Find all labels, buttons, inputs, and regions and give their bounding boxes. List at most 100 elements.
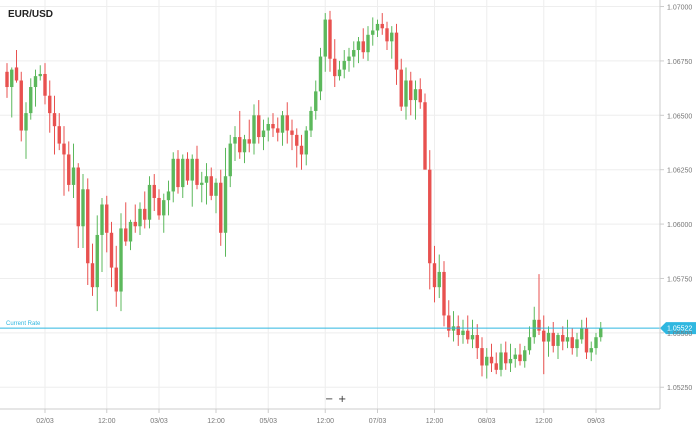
- candle: [276, 117, 280, 142]
- candle-body: [380, 23, 384, 29]
- candle-body: [171, 158, 175, 192]
- candle-body: [119, 228, 123, 292]
- candle: [52, 95, 57, 155]
- candle: [238, 110, 242, 159]
- candle-body: [233, 137, 237, 144]
- candle: [190, 154, 194, 207]
- candle-body: [428, 169, 432, 264]
- candle-body: [62, 143, 66, 155]
- zoom-controls: − +: [325, 394, 346, 405]
- candle: [575, 332, 579, 357]
- candle: [152, 174, 156, 212]
- candle: [347, 47, 351, 72]
- candle-body: [280, 115, 285, 133]
- candle-body: [52, 113, 57, 127]
- x-tick-label: 12:00: [426, 418, 444, 425]
- zoom-in-button[interactable]: +: [338, 394, 346, 405]
- candle: [475, 324, 479, 359]
- candle-body: [157, 197, 161, 216]
- candle: [71, 143, 76, 198]
- candle: [556, 332, 560, 359]
- candle: [594, 332, 598, 355]
- candle: [19, 71, 23, 142]
- candle: [570, 328, 574, 355]
- y-tick-label: 1.06500: [667, 113, 692, 120]
- candle: [38, 65, 42, 81]
- candle-body: [81, 189, 85, 227]
- candle: [166, 180, 171, 216]
- candle: [90, 243, 95, 296]
- candle: [504, 341, 508, 370]
- candle-body: [589, 348, 593, 353]
- candle: [285, 102, 289, 144]
- candle-body: [304, 130, 308, 155]
- candle-body: [128, 221, 133, 242]
- candle-body: [565, 337, 570, 342]
- candle-body: [347, 56, 351, 61]
- candle-body: [299, 145, 304, 155]
- candle: [513, 348, 517, 368]
- candle-body: [67, 154, 71, 185]
- candle: [589, 341, 593, 362]
- candle: [119, 213, 123, 312]
- candle-body: [247, 139, 251, 144]
- y-tick-label: 1.05500: [667, 331, 692, 338]
- zoom-out-button[interactable]: −: [325, 394, 333, 405]
- candle: [537, 274, 541, 336]
- candle-body: [86, 189, 90, 264]
- candle-body: [24, 113, 28, 131]
- candle-body: [409, 80, 413, 101]
- x-tick-label: 12:00: [316, 418, 334, 425]
- candle-body: [314, 91, 318, 111]
- candle: [470, 319, 475, 349]
- candle: [233, 126, 237, 161]
- x-tick-label: 12:00: [98, 418, 116, 425]
- candle: [409, 71, 413, 116]
- y-tick-label: 1.05750: [667, 276, 692, 283]
- candle: [209, 167, 213, 201]
- candle-body: [399, 69, 403, 107]
- candle-body: [223, 176, 228, 233]
- candle-body: [494, 363, 498, 370]
- candle-body: [404, 80, 408, 107]
- x-tick-label: 09/03: [587, 418, 605, 425]
- candle-body: [276, 128, 280, 133]
- candle-body: [133, 221, 137, 227]
- candle: [214, 178, 218, 214]
- candle: [242, 134, 247, 164]
- candle: [14, 50, 19, 83]
- candle: [252, 104, 256, 155]
- candle: [527, 326, 532, 355]
- x-tick-label: 02/03: [36, 418, 54, 425]
- candle: [523, 345, 527, 368]
- candle: [162, 193, 166, 233]
- candle: [508, 343, 513, 373]
- candle: [48, 80, 52, 133]
- candle: [95, 215, 99, 312]
- candle: [171, 152, 175, 203]
- candle: [480, 337, 484, 377]
- candle: [266, 117, 270, 142]
- candle: [10, 67, 14, 118]
- candle: [394, 23, 399, 85]
- candle-body: [295, 134, 299, 146]
- candle: [546, 326, 551, 357]
- y-tick-label: 1.06750: [667, 59, 692, 66]
- candle-body: [508, 358, 513, 364]
- candle-body: [423, 102, 427, 170]
- x-tick-label: 07/03: [369, 418, 387, 425]
- candle-body: [375, 23, 380, 31]
- candle: [114, 245, 118, 307]
- candle-body: [10, 69, 14, 88]
- candle: [29, 78, 33, 120]
- candle: [356, 36, 361, 64]
- candle-body: [551, 332, 555, 346]
- candle: [176, 150, 180, 194]
- current-rate-value: 1.05522: [667, 326, 692, 333]
- candle: [466, 315, 470, 344]
- candle-body: [95, 234, 99, 288]
- candle: [86, 178, 90, 285]
- candle: [62, 126, 66, 196]
- candle: [418, 78, 422, 109]
